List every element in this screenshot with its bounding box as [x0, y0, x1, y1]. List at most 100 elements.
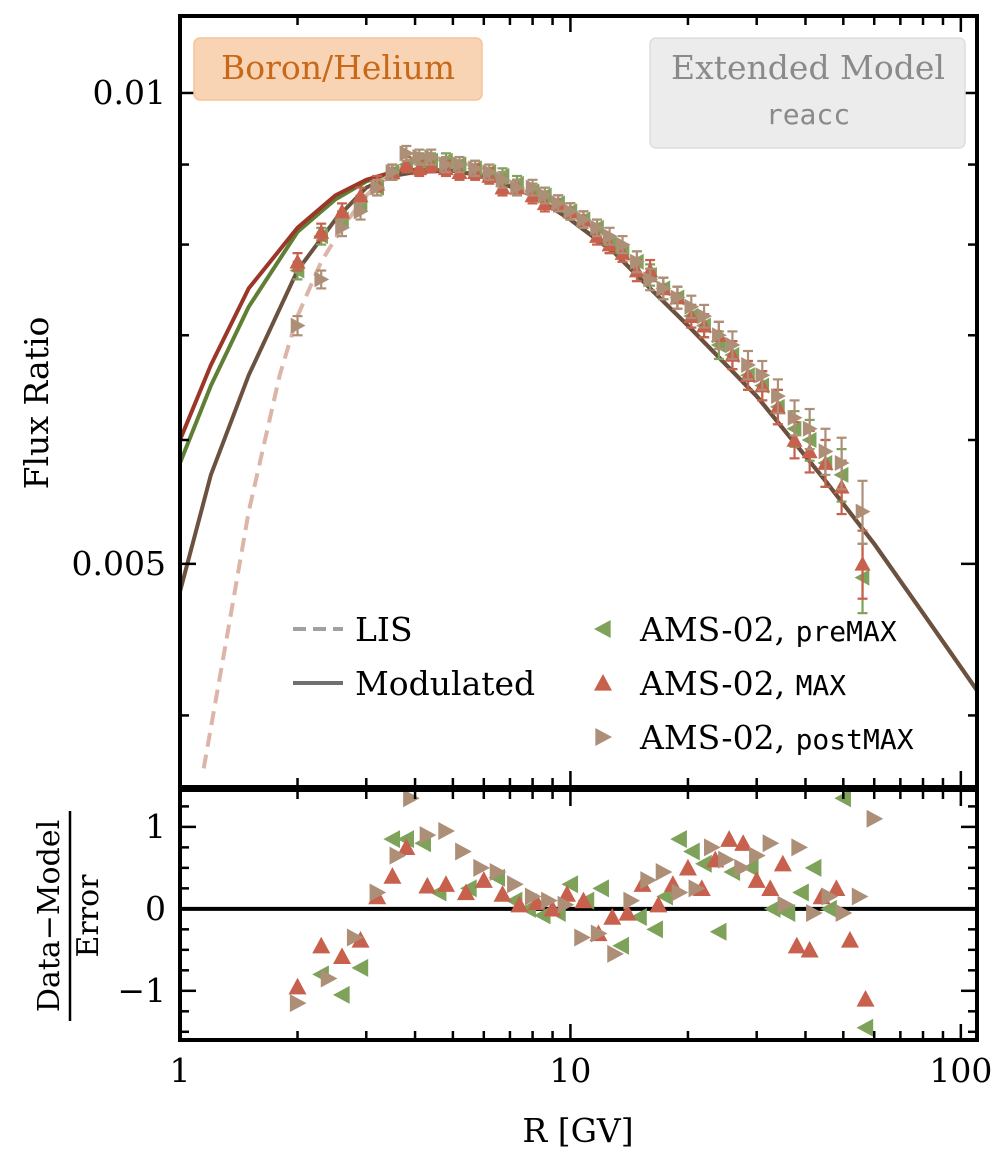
point-ams-02-postmax [602, 228, 618, 245]
residual-ams-02-postmax [438, 821, 455, 840]
residual-ams-02-postmax [655, 862, 673, 881]
point-ams-02-postmax [290, 317, 306, 334]
legend-postmax-main: AMS-02, [639, 718, 796, 757]
residual-ams-02-postmax [507, 875, 524, 894]
point-ams-02-postmax [563, 203, 579, 220]
point-ams-02-max [411, 160, 428, 176]
point-ams-02-postmax [551, 195, 567, 212]
point-ams-02-postmax [818, 443, 834, 460]
residual-ams-02-max [351, 931, 370, 948]
point-ams-02-postmax [802, 420, 818, 437]
legend-max-label: AMS-02, MAX [639, 664, 846, 703]
residual-ams-02-postmax [574, 928, 591, 947]
residual-ams-02-postmax [762, 834, 780, 853]
residual-ams-02-premax [683, 842, 700, 861]
badge-extended-model: Extended Model reacc [649, 37, 966, 149]
point-ams-02-postmax [615, 236, 631, 253]
badge-left-box [193, 37, 483, 101]
residual-ams-02-postmax [403, 790, 420, 808]
point-ams-02-max [334, 203, 351, 219]
bottom-ylabel: Data−Model Error [32, 811, 106, 1021]
point-ams-02-max [289, 253, 306, 269]
residual-ams-02-max [333, 947, 352, 965]
point-ams-02-postmax [771, 388, 786, 405]
residual-ams-02-postmax [369, 883, 387, 902]
bottom-xlabel: R [GV] [522, 1111, 633, 1150]
residual-ams-02-max [678, 858, 697, 876]
residual-ams-02-postmax [346, 928, 364, 947]
residual-ams-02-max [734, 834, 753, 851]
xtick-label: 100 [929, 1051, 992, 1090]
bottom-plot-frame [178, 788, 979, 1042]
residual-ams-02-postmax [557, 895, 575, 914]
legend-premax-label: AMS-02, preMAX [639, 610, 897, 649]
xtick-label: 1 [170, 1051, 191, 1090]
point-ams-02-postmax [787, 409, 803, 426]
residual-ams-02-premax [612, 936, 629, 955]
line-modulated-premax [180, 167, 977, 692]
residual-ams-02-premax [397, 830, 415, 849]
residual-ams-02-max [787, 936, 806, 954]
residual-ams-02-max [574, 891, 593, 909]
legend-modulated-label: Modulated [355, 664, 535, 703]
xtick-label: 10 [549, 1051, 591, 1090]
point-ams-02-postmax [630, 253, 645, 270]
residual-ams-02-postmax [623, 891, 641, 910]
point-ams-02-postmax [670, 289, 686, 306]
residual-ams-02-max [557, 885, 576, 902]
top-ylabel: Flux Ratio [17, 317, 56, 490]
residual-ams-02-max [493, 885, 512, 902]
residual-ams-02-max [397, 838, 416, 856]
legend-premax-main: AMS-02, [639, 610, 796, 649]
residual-ams-02-postmax [821, 887, 839, 906]
residual-ams-02-max [510, 895, 529, 913]
point-ams-02-postmax [656, 280, 672, 297]
residual-ams-02-postmax [389, 846, 407, 865]
badge-right-line1: Extended Model [671, 48, 945, 87]
point-ams-02-postmax [576, 211, 592, 228]
bottom-panel: 10−1 1 10 100 Data−Model Error R [GV] [32, 788, 992, 1150]
residual-ams-02-max [383, 867, 402, 884]
point-ams-02-max [313, 223, 330, 239]
residual-ams-02-premax [646, 920, 663, 939]
point-ams-02-max [854, 555, 871, 571]
residual-ams-02-postmax [688, 879, 706, 898]
residual-ams-02-premax [763, 899, 781, 918]
legend-lis-label: LIS [355, 610, 413, 649]
bottom-ytick-label: 1 [145, 807, 166, 846]
bottom-residual-points [288, 790, 884, 1037]
legend-postmax-marker [595, 728, 612, 746]
line-modulated-max [180, 167, 977, 692]
point-ams-02-postmax [590, 219, 606, 236]
point-ams-02-max [801, 443, 818, 459]
residual-ams-02-max [436, 875, 455, 892]
residual-ams-02-premax [351, 958, 369, 977]
residual-ams-02-premax [856, 1018, 874, 1037]
top-model-lines [180, 156, 977, 769]
legend-max-marker [594, 674, 612, 691]
residual-ams-02-max [456, 883, 475, 901]
badge-left-text: Boron/Helium [221, 48, 455, 87]
residual-ams-02-premax [695, 854, 712, 873]
residual-ams-02-premax [383, 830, 401, 849]
residual-ams-02-max [618, 903, 637, 921]
residual-ams-02-postmax [749, 846, 766, 865]
top-panel: 0.01 0.005 Flux Ratio Boron/Helium Extend… [17, 14, 979, 789]
residual-ams-02-postmax [590, 924, 608, 943]
top-ytick-label: 0.005 [72, 544, 166, 583]
residual-ams-02-max [288, 977, 307, 995]
legend-premax-marker [594, 620, 611, 638]
point-ams-02-postmax [525, 179, 541, 196]
residual-ams-02-postmax [791, 838, 808, 857]
residual-ams-02-postmax [289, 994, 307, 1013]
residual-ams-02-premax [630, 908, 647, 927]
residual-ams-02-max [312, 936, 331, 954]
residual-ams-02-premax [778, 903, 796, 922]
residual-ams-02-max [856, 990, 875, 1007]
residual-ams-02-premax [656, 887, 673, 906]
residual-ams-02-premax [709, 922, 727, 941]
legend-premax-mono: preMAX [796, 615, 897, 648]
residual-ams-02-premax [533, 906, 551, 925]
residual-ams-02-postmax [851, 887, 869, 906]
